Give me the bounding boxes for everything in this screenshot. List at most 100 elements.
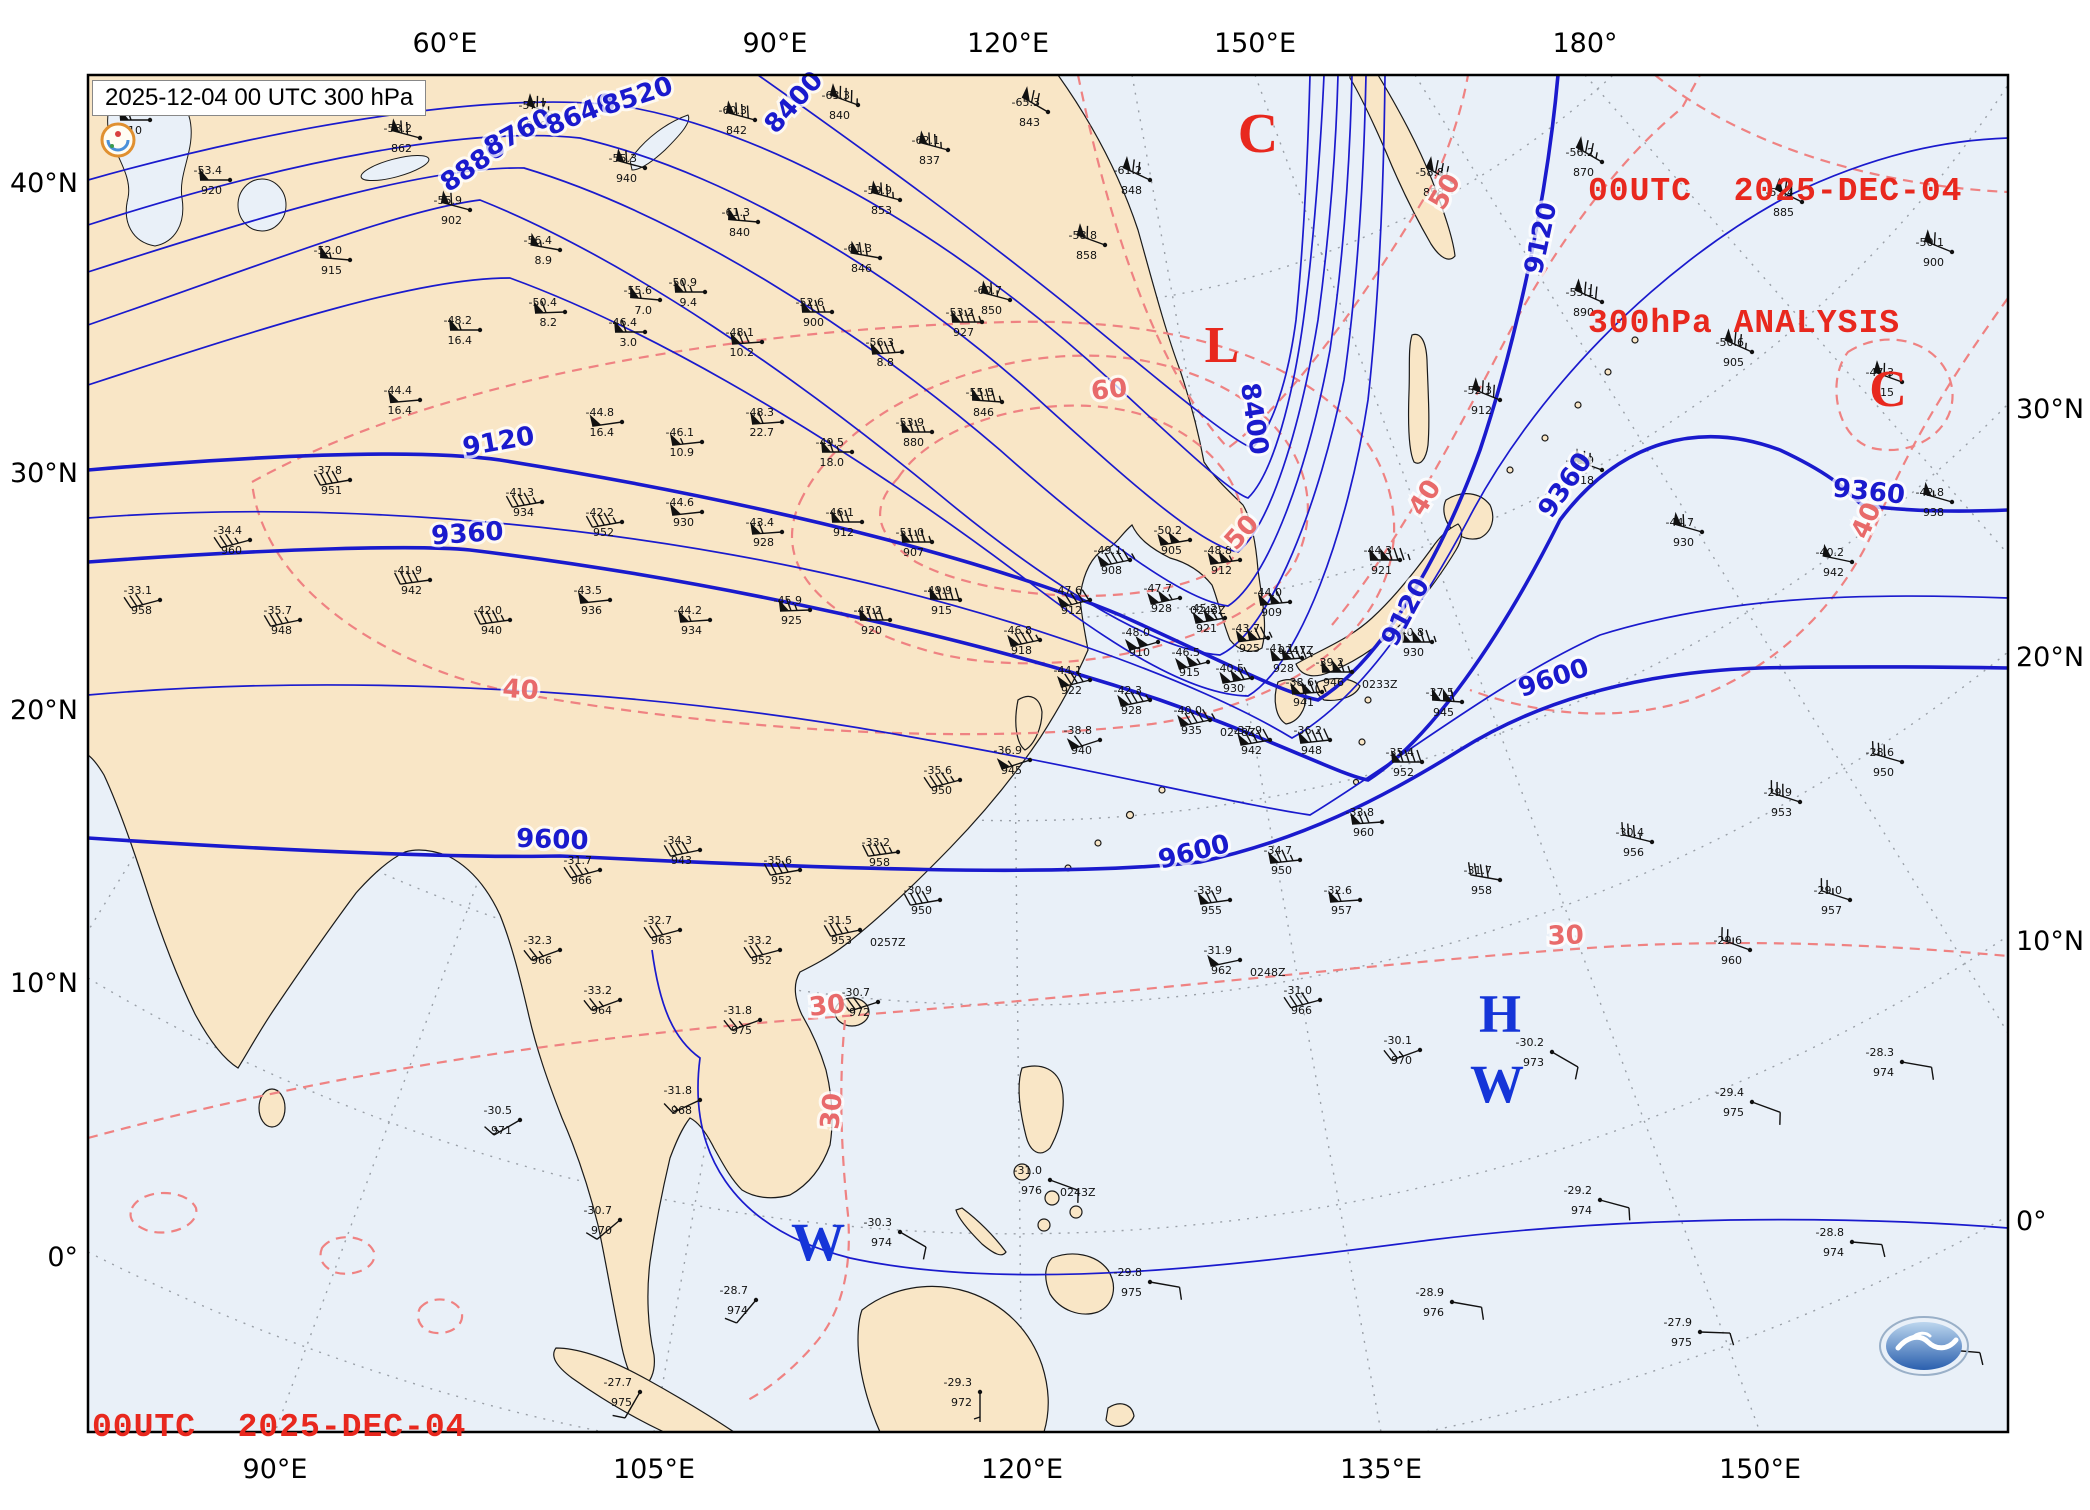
svg-text:909: 909 [1261, 606, 1282, 619]
svg-text:L: L [1205, 317, 1240, 374]
svg-text:956: 956 [1623, 846, 1644, 859]
isotach-contours [88, 75, 2008, 1401]
svg-text:948: 948 [271, 624, 292, 637]
svg-text:843: 843 [1019, 116, 1040, 129]
svg-text:900: 900 [803, 316, 824, 329]
svg-text:970: 970 [591, 1224, 612, 1237]
svg-text:-56.4: -56.4 [524, 234, 552, 247]
svg-text:970: 970 [1391, 1054, 1412, 1067]
svg-text:950: 950 [1873, 766, 1894, 779]
svg-text:-53.9: -53.9 [896, 416, 924, 429]
svg-text:-29.8: -29.8 [1114, 1266, 1142, 1279]
svg-text:0243Z: 0243Z [1060, 1186, 1096, 1199]
svg-text:-30.9: -30.9 [904, 884, 932, 897]
svg-text:940: 940 [616, 172, 637, 185]
svg-text:925: 925 [1239, 642, 1260, 655]
svg-text:0°: 0° [2016, 1206, 2047, 1237]
svg-text:870: 870 [1573, 166, 1594, 179]
svg-text:-28.3: -28.3 [1866, 1046, 1894, 1059]
svg-text:-55.6: -55.6 [624, 284, 652, 297]
svg-text:H: H [1479, 984, 1521, 1044]
svg-text:-30.5: -30.5 [484, 1104, 512, 1117]
svg-text:-46.1: -46.1 [826, 506, 854, 519]
svg-text:958: 958 [869, 856, 890, 869]
svg-text:-53.4: -53.4 [1766, 186, 1794, 199]
svg-text:60: 60 [1090, 373, 1129, 407]
sakhalin [1407, 333, 1430, 464]
svg-text:8.8: 8.8 [877, 356, 895, 369]
svg-text:-44.0: -44.0 [1254, 586, 1282, 599]
svg-text:941: 941 [1293, 696, 1314, 709]
svg-text:-31.0: -31.0 [1284, 984, 1312, 997]
svg-text:30: 30 [815, 1092, 849, 1131]
svg-text:-49.1: -49.1 [1094, 544, 1122, 557]
svg-text:972: 972 [849, 1006, 870, 1019]
svg-text:7.0: 7.0 [635, 304, 653, 317]
luzon [1018, 1065, 1064, 1154]
svg-text:-29.6: -29.6 [1714, 934, 1742, 947]
svg-text:9600: 9600 [516, 824, 589, 857]
svg-text:105°E: 105°E [613, 1454, 695, 1485]
svg-text:943: 943 [671, 854, 692, 867]
svg-text:-33.8: -33.8 [1346, 806, 1374, 819]
svg-text:-48.3: -48.3 [746, 406, 774, 419]
analysis-label-top-right: 00UTC 2025-DEC-04 300hPa ANALYSIS [1588, 82, 1962, 390]
svg-text:C: C [1238, 103, 1278, 165]
svg-text:-58.8: -58.8 [1416, 166, 1444, 179]
svg-text:905: 905 [1723, 356, 1744, 369]
svg-text:938: 938 [1923, 506, 1944, 519]
svg-text:918: 918 [1011, 644, 1032, 657]
svg-text:16.4: 16.4 [448, 334, 473, 347]
svg-text:-44.2: -44.2 [674, 604, 702, 617]
svg-text:-29.4: -29.4 [1716, 1086, 1744, 1099]
svg-text:966: 966 [1291, 1004, 1312, 1017]
svg-text:20°N: 20°N [10, 695, 78, 726]
svg-text:971: 971 [491, 1124, 512, 1137]
svg-text:-36.2: -36.2 [1294, 724, 1322, 737]
sri-lanka [258, 1088, 286, 1128]
svg-text:940: 940 [481, 624, 502, 637]
svg-text:952: 952 [771, 874, 792, 887]
svg-text:18.0: 18.0 [820, 456, 845, 469]
svg-text:966: 966 [531, 954, 552, 967]
svg-text:964: 964 [591, 1004, 612, 1017]
svg-text:30: 30 [1547, 920, 1584, 951]
svg-text:955: 955 [1201, 904, 1222, 917]
svg-text:-36.9: -36.9 [994, 744, 1022, 757]
svg-text:-53.2: -53.2 [946, 306, 974, 319]
svg-text:-47.2: -47.2 [854, 604, 882, 617]
svg-text:-48.1: -48.1 [726, 326, 754, 339]
svg-text:-61.3: -61.3 [722, 206, 750, 219]
analysis-level: 300hPa ANALYSIS [1588, 305, 1901, 342]
svg-text:C: C [1869, 361, 1907, 418]
svg-text:862: 862 [391, 142, 412, 155]
svg-text:-57.7: -57.7 [519, 99, 547, 112]
analysis-datetime: 00UTC 2025-DEC-04 [92, 1409, 467, 1446]
svg-text:-55.5: -55.5 [966, 386, 994, 399]
svg-text:9.4: 9.4 [680, 296, 698, 309]
svg-text:957: 957 [1821, 904, 1842, 917]
svg-text:946: 946 [1323, 676, 1344, 689]
map-title: 2025-12-04 00 UTC 300 hPa [92, 80, 427, 116]
svg-text:-44.6: -44.6 [666, 496, 694, 509]
svg-text:-53.4: -53.4 [194, 164, 222, 177]
svg-text:-44.8: -44.8 [586, 406, 614, 419]
svg-text:-61.2: -61.2 [1114, 164, 1142, 177]
svg-text:953: 953 [831, 934, 852, 947]
svg-text:-50.2: -50.2 [1154, 524, 1182, 537]
svg-text:974: 974 [727, 1304, 748, 1317]
svg-text:928: 928 [1121, 704, 1142, 717]
svg-text:837: 837 [919, 154, 940, 167]
svg-text:963: 963 [651, 934, 672, 947]
taiwan [1015, 695, 1043, 751]
svg-text:-30.4: -30.4 [1616, 826, 1644, 839]
svg-text:120°E: 120°E [967, 28, 1049, 59]
svg-text:927: 927 [953, 326, 974, 339]
svg-text:974: 974 [1571, 1204, 1592, 1217]
svg-text:-50.6: -50.6 [1716, 336, 1744, 349]
svg-text:840: 840 [729, 226, 750, 239]
svg-text:-49.5: -49.5 [816, 436, 844, 449]
svg-text:-48.0: -48.0 [1122, 626, 1150, 639]
svg-text:918: 918 [1573, 474, 1594, 487]
svg-text:846: 846 [851, 262, 872, 275]
